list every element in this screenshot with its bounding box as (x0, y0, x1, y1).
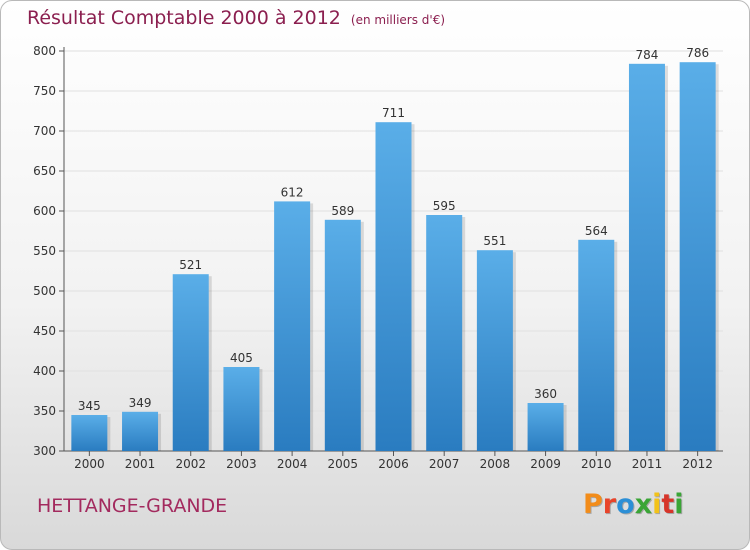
data-label: 589 (331, 204, 354, 218)
bar (172, 274, 209, 451)
data-label: 345 (78, 399, 101, 413)
bar (375, 122, 412, 451)
x-tick-label: 2002 (175, 457, 206, 471)
town-name: HETTANGE-GRANDE (37, 495, 228, 517)
data-label: 595 (433, 199, 456, 213)
x-tick-label: 2005 (328, 457, 359, 471)
data-label: 711 (382, 106, 405, 120)
y-tick-label: 450 (33, 324, 56, 338)
bar (578, 239, 615, 451)
bar (274, 201, 311, 451)
y-tick-label: 500 (33, 284, 56, 298)
y-tick-label: 400 (33, 364, 56, 378)
proxiti-logo: Proxiti (583, 489, 684, 520)
x-tick-label: 2012 (682, 457, 713, 471)
x-tick-label: 2009 (530, 457, 561, 471)
logo-letter: x (634, 489, 653, 520)
x-tick-label: 2003 (226, 457, 257, 471)
y-tick-label: 550 (33, 244, 56, 258)
data-label: 405 (230, 351, 253, 365)
bar (223, 367, 260, 451)
data-label: 349 (129, 396, 152, 410)
y-tick-label: 750 (33, 84, 56, 98)
data-label: 786 (686, 46, 709, 60)
logo-letter: t (661, 489, 675, 520)
chart-unit: (en milliers d'€) (350, 13, 446, 27)
logo-letter: i (652, 489, 662, 520)
y-tick-label: 350 (33, 404, 56, 418)
y-tick-label: 700 (33, 124, 56, 138)
data-label: 521 (179, 258, 202, 272)
data-label: 612 (281, 185, 304, 199)
data-label: 360 (534, 387, 557, 401)
chart-title: Résultat Comptable 2000 à 2012 (en millie… (27, 7, 445, 29)
x-tick-label: 2008 (480, 457, 511, 471)
logo-letter: i (674, 489, 684, 520)
x-tick-label: 2004 (277, 457, 308, 471)
bar (628, 63, 665, 452)
y-tick-label: 600 (33, 204, 56, 218)
x-tick-label: 2010 (581, 457, 612, 471)
y-tick-label: 300 (33, 444, 56, 458)
x-tick-label: 2011 (632, 457, 663, 471)
bar (324, 219, 361, 451)
bar (476, 250, 513, 451)
x-tick-label: 2000 (74, 457, 105, 471)
data-label: 551 (483, 234, 506, 248)
x-tick-label: 2001 (125, 457, 156, 471)
bar (122, 411, 159, 451)
logo-letter: r (602, 489, 617, 520)
y-tick-label: 800 (33, 44, 56, 58)
x-tick-label: 2006 (378, 457, 409, 471)
data-label: 784 (636, 48, 659, 62)
bar (71, 415, 108, 451)
bar (679, 62, 716, 451)
bar (426, 215, 463, 451)
logo-letter: P (583, 489, 603, 520)
chart-title-text: Résultat Comptable 2000 à 2012 (27, 7, 341, 29)
data-label: 564 (585, 224, 608, 238)
bar (527, 403, 564, 451)
logo-letter: o (616, 489, 635, 520)
y-tick-label: 650 (33, 164, 56, 178)
x-tick-label: 2007 (429, 457, 460, 471)
